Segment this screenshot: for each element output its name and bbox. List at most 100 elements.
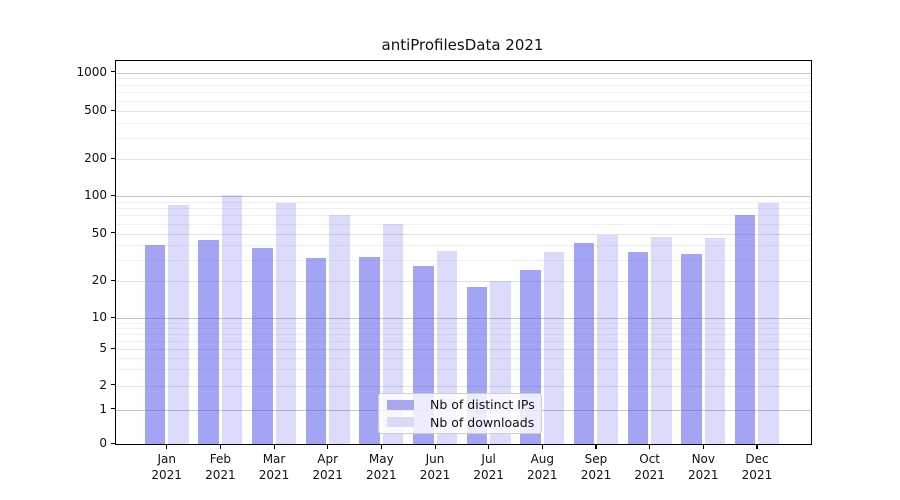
- minor-gridline: [116, 208, 811, 210]
- x-tick-mark: [702, 444, 705, 449]
- bar-downloads: [168, 204, 189, 444]
- x-tick-mark: [649, 444, 651, 449]
- mid-gridline: [116, 233, 811, 235]
- minor-gridline: [116, 84, 811, 86]
- y-tick-mark: [111, 347, 115, 349]
- y-tick-mark: [111, 109, 115, 111]
- bar-distinct-ips: [198, 240, 219, 444]
- minor-gridline: [116, 357, 811, 359]
- x-tick-label: Sep 2021: [580, 452, 612, 482]
- major-gridline: [116, 72, 811, 74]
- y-tick-mark: [111, 316, 115, 318]
- bar-downloads: [651, 236, 672, 444]
- x-tick-label: May 2021: [366, 452, 397, 482]
- minor-gridline: [116, 327, 811, 329]
- x-tick-mark: [380, 444, 383, 449]
- plot-area: [115, 60, 812, 445]
- x-tick-label: Feb 2021: [205, 452, 236, 482]
- bar-downloads: [758, 202, 779, 444]
- y-tick-mark: [111, 442, 115, 444]
- y-tick-mark: [111, 194, 115, 196]
- y-tick-mark: [111, 279, 115, 282]
- x-tick-mark: [434, 444, 436, 449]
- mid-gridline: [116, 159, 811, 161]
- bar-downloads: [597, 234, 618, 444]
- minor-gridline: [116, 122, 811, 124]
- x-tick-mark: [595, 444, 597, 449]
- x-tick-label: Apr 2021: [312, 452, 343, 482]
- minor-gridline: [116, 201, 811, 203]
- major-gridline: [116, 318, 811, 319]
- y-tick-mark: [111, 232, 115, 234]
- y-tick-label: 50: [91, 225, 107, 240]
- minor-gridline: [116, 245, 811, 247]
- x-tick-mark: [488, 444, 490, 449]
- major-gridline: [116, 196, 811, 197]
- legend-label-distinct-ips: Nb of distinct IPs: [430, 397, 535, 413]
- y-tick-label: 1000: [76, 64, 107, 79]
- legend-swatch-downloads-icon: [387, 417, 414, 428]
- x-tick-label: Dec 2021: [741, 452, 773, 482]
- bar-downloads: [704, 237, 726, 444]
- y-tick-mark: [111, 384, 115, 386]
- y-tick-label: 500: [84, 103, 107, 117]
- bar-distinct-ips: [252, 247, 273, 444]
- x-tick-mark: [273, 444, 275, 449]
- x-tick-label: Aug 2021: [527, 452, 558, 482]
- legend: Nb of distinct IPs Nb of downloads: [378, 393, 542, 434]
- mid-gridline: [116, 349, 811, 350]
- y-tick-mark: [111, 71, 115, 73]
- minor-gridline: [116, 92, 811, 94]
- minor-gridline: [116, 137, 811, 139]
- minor-gridline: [116, 260, 811, 262]
- legend-label-downloads: Nb of downloads: [430, 414, 535, 430]
- minor-gridline: [116, 215, 811, 217]
- bar-downloads: [275, 202, 297, 444]
- x-tick-mark: [756, 444, 758, 449]
- x-tick-mark: [219, 444, 222, 449]
- mid-gridline: [116, 111, 811, 112]
- y-tick-label: 1: [99, 401, 107, 416]
- bar-downloads: [329, 215, 350, 444]
- mid-gridline: [116, 281, 811, 283]
- minor-gridline: [116, 369, 811, 371]
- chart-title: antiProfilesData 2021: [381, 36, 544, 54]
- bar-downloads: [543, 252, 565, 444]
- x-tick-mark: [327, 444, 329, 449]
- bar-distinct-ips: [573, 242, 595, 444]
- y-tick-label: 5: [99, 341, 107, 355]
- legend-item-distinct-ips: Nb of distinct IPs: [379, 397, 541, 412]
- minor-gridline: [116, 78, 811, 80]
- legend-item-downloads: Nb of downloads: [379, 415, 541, 430]
- bar-distinct-ips: [144, 245, 166, 444]
- x-tick-mark: [166, 444, 168, 449]
- y-tick-mark: [111, 408, 115, 410]
- minor-gridline: [116, 333, 811, 335]
- minor-gridline: [116, 100, 811, 102]
- bar-distinct-ips: [681, 253, 702, 444]
- y-tick-label: 20: [91, 273, 107, 288]
- y-tick-label: 10: [91, 310, 107, 324]
- x-tick-label: Oct 2021: [634, 452, 665, 482]
- minor-gridline: [116, 340, 811, 342]
- x-tick-label: Mar 2021: [258, 452, 290, 482]
- minor-gridline: [116, 322, 811, 324]
- bar-distinct-ips: [305, 258, 327, 444]
- y-tick-mark: [111, 157, 115, 160]
- y-tick-label: 2: [99, 377, 107, 392]
- x-tick-label: Jul 2021: [473, 452, 504, 482]
- bar-distinct-ips: [627, 252, 649, 444]
- y-tick-label: 0: [99, 436, 107, 450]
- bar-distinct-ips: [734, 215, 756, 444]
- x-tick-label: Nov 2021: [688, 452, 719, 482]
- mid-gridline: [116, 385, 811, 387]
- minor-gridline: [116, 223, 811, 225]
- y-tick-label: 100: [84, 188, 107, 202]
- x-tick-label: Jun 2021: [419, 452, 451, 482]
- x-tick-mark: [541, 444, 544, 449]
- bar-downloads: [382, 223, 404, 444]
- legend-swatch-distinct-ips-icon: [387, 399, 414, 410]
- x-tick-label: Jan 2021: [151, 452, 182, 482]
- y-tick-label: 200: [84, 151, 107, 166]
